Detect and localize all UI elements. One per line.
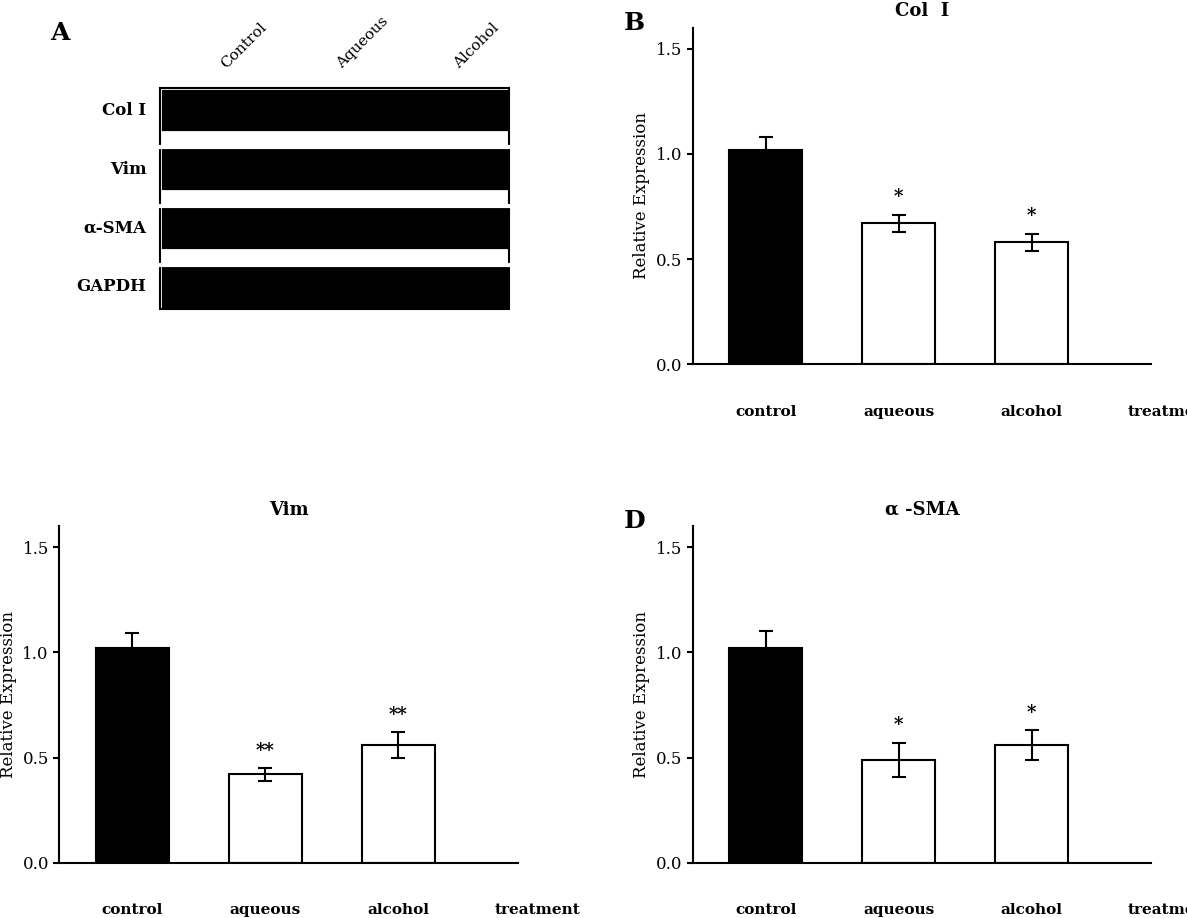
Bar [160,88,509,132]
Title: Col  I: Col I [895,3,950,20]
Bar [160,206,509,250]
Text: GAPDH: GAPDH [77,278,146,296]
Text: α-SMA: α-SMA [83,219,146,237]
Text: B: B [623,11,645,35]
Text: alcohol: alcohol [368,903,430,917]
Text: aqueous: aqueous [863,903,934,917]
Y-axis label: Relative Expression: Relative Expression [633,611,650,778]
Text: treatment: treatment [1128,405,1187,419]
Text: control: control [735,405,796,419]
Y-axis label: Relative Expression: Relative Expression [633,113,650,279]
Text: **: ** [256,742,275,760]
Text: alcohol: alcohol [1001,405,1062,419]
Text: control: control [735,903,796,917]
Text: *: * [1027,207,1036,226]
Text: Control: Control [218,20,269,72]
Title: α -SMA: α -SMA [884,501,959,519]
Text: alcohol: alcohol [1001,903,1062,917]
Bar [862,223,935,364]
Bar [362,745,436,863]
Bar [160,88,509,308]
Bar [229,775,301,863]
Y-axis label: Relative Expression: Relative Expression [0,611,17,778]
Bar [862,760,935,863]
Text: Aqueous: Aqueous [335,15,392,72]
Text: *: * [894,188,903,207]
Bar [995,745,1068,863]
Text: *: * [1027,704,1036,722]
Text: Col I: Col I [102,102,146,118]
Text: aqueous: aqueous [230,903,301,917]
Text: A: A [50,21,70,45]
Text: treatment: treatment [494,903,580,917]
Title: Vim: Vim [269,501,309,519]
Bar [160,147,509,191]
Text: aqueous: aqueous [863,405,934,419]
Bar [160,265,509,308]
Text: *: * [894,716,903,734]
Bar [96,648,169,863]
Text: Alcohol: Alcohol [451,21,501,72]
Bar [729,648,802,863]
Text: control: control [102,903,163,917]
Text: treatment: treatment [1128,903,1187,917]
Text: D: D [623,509,646,533]
Text: Vim: Vim [110,161,146,177]
Bar [729,150,802,364]
Text: **: ** [389,706,408,724]
Bar [995,242,1068,364]
